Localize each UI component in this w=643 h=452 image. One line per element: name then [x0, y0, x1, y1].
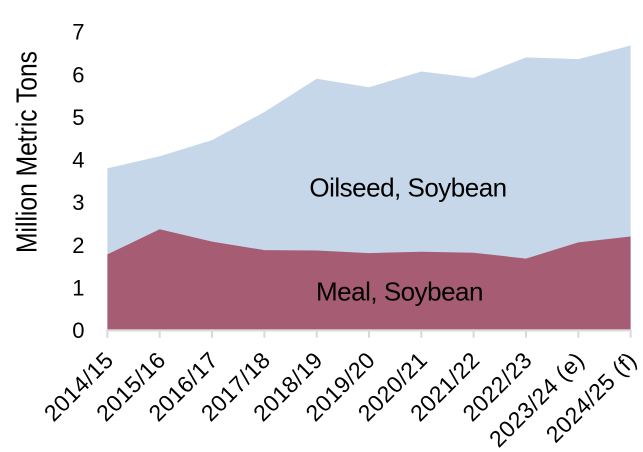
svg-text:6: 6 — [72, 62, 84, 87]
svg-text:4: 4 — [72, 148, 84, 173]
svg-text:5: 5 — [72, 105, 84, 130]
svg-text:2: 2 — [72, 233, 84, 258]
svg-text:Oilseed, Soybean: Oilseed, Soybean — [309, 173, 506, 203]
svg-text:7: 7 — [72, 20, 84, 45]
svg-text:Million Metric Tons: Million Metric Tons — [12, 51, 44, 253]
svg-text:1: 1 — [72, 276, 84, 301]
svg-text:0: 0 — [72, 318, 84, 343]
svg-text:3: 3 — [72, 190, 84, 215]
svg-text:Meal, Soybean: Meal, Soybean — [316, 277, 483, 307]
